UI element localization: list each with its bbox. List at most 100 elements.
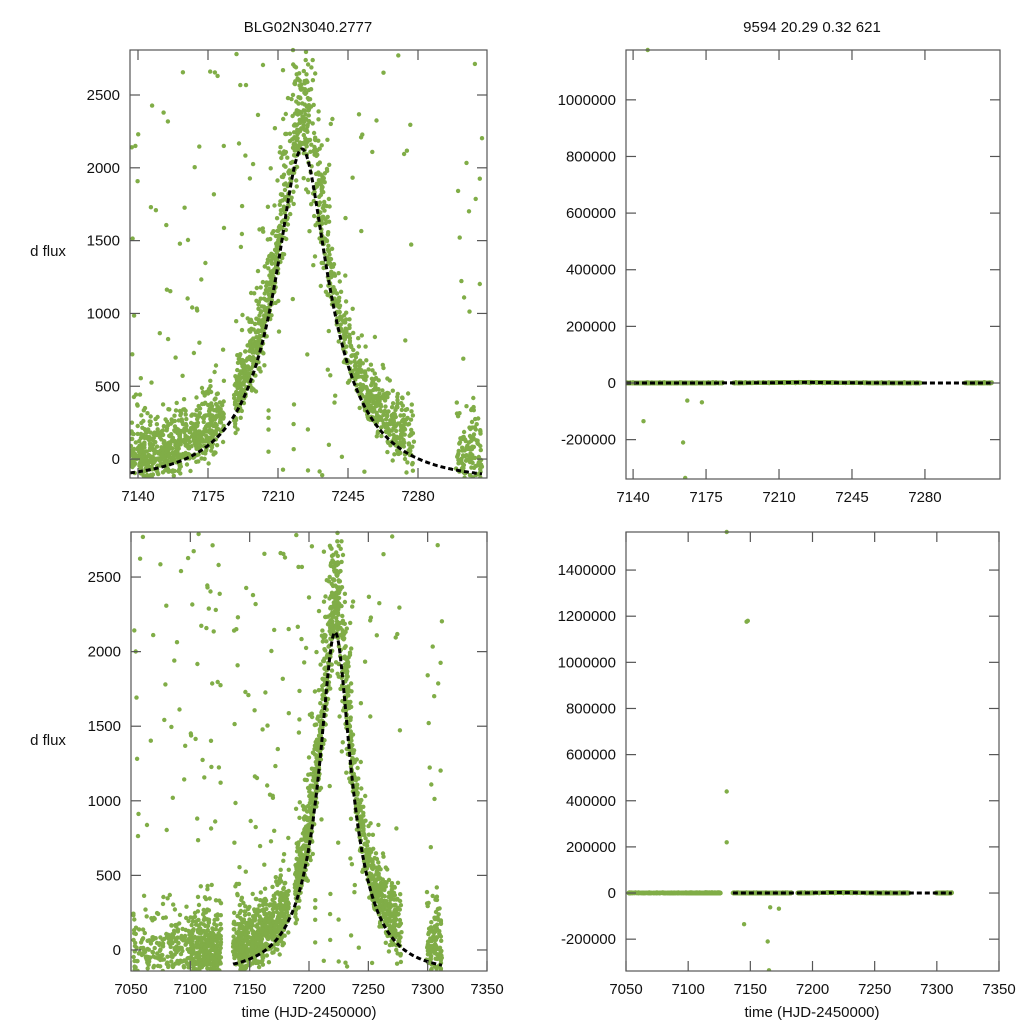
data-point — [464, 453, 469, 458]
data-point — [338, 314, 343, 319]
data-point — [342, 337, 347, 342]
data-point — [180, 948, 185, 954]
data-point — [312, 213, 317, 219]
data-point — [213, 898, 219, 903]
data-point — [370, 409, 376, 414]
data-point — [181, 965, 187, 970]
data-point — [167, 892, 172, 898]
data-point — [475, 438, 480, 443]
data-point — [280, 68, 286, 73]
data-point — [205, 966, 210, 971]
data-point — [267, 286, 272, 291]
y-tick-label: 1500 — [87, 233, 120, 250]
data-point — [265, 783, 270, 788]
data-point — [355, 351, 360, 356]
data-point — [133, 440, 138, 445]
data-point — [196, 403, 201, 409]
data-point — [178, 471, 183, 476]
data-point — [153, 439, 158, 445]
data-point — [184, 904, 189, 909]
data-point — [182, 958, 187, 963]
data-point — [395, 405, 400, 410]
data-point — [344, 310, 349, 315]
data-point — [303, 112, 308, 117]
data-point — [188, 915, 193, 920]
data-point — [385, 409, 390, 415]
data-point — [276, 298, 281, 304]
data-point — [321, 265, 326, 271]
data-point — [214, 408, 219, 413]
data-point — [130, 448, 134, 453]
data-point — [140, 534, 146, 540]
data-point — [202, 945, 207, 950]
data-point — [307, 229, 312, 234]
data-point — [302, 102, 307, 107]
x-tick-label: 7280 — [908, 489, 941, 506]
data-point — [190, 425, 196, 430]
data-point — [327, 204, 332, 209]
data-point — [410, 444, 415, 449]
data-point — [161, 424, 167, 429]
data-point — [148, 414, 153, 419]
data-point — [136, 132, 141, 137]
data-point — [329, 246, 335, 251]
data-point — [166, 964, 171, 970]
data-point — [330, 264, 336, 269]
data-point — [456, 461, 461, 466]
data-point — [205, 435, 210, 441]
data-point — [284, 236, 289, 242]
data-point — [138, 376, 143, 381]
data-point — [292, 111, 298, 116]
data-point — [183, 408, 188, 413]
data-point — [256, 360, 261, 365]
data-point — [250, 350, 255, 355]
data-point — [213, 415, 219, 420]
data-point — [410, 460, 415, 466]
data-point — [320, 214, 325, 220]
x-tick-label: 7245 — [331, 488, 364, 505]
data-point — [311, 263, 316, 268]
model-fit-curve — [626, 380, 991, 385]
data-point — [269, 276, 275, 282]
data-point — [399, 443, 404, 448]
data-point — [326, 243, 331, 248]
data-point — [169, 923, 174, 928]
data-point — [343, 273, 348, 278]
data-point — [377, 391, 382, 396]
data-point — [132, 917, 137, 922]
data-point — [306, 87, 312, 93]
data-point — [372, 401, 377, 406]
data-point — [213, 401, 219, 407]
data-point — [347, 317, 352, 322]
data-point — [147, 419, 152, 424]
data-point — [410, 468, 416, 473]
data-point — [148, 205, 154, 210]
data-point — [156, 430, 161, 435]
data-point — [209, 429, 214, 434]
data-point — [265, 260, 270, 266]
data-point — [408, 417, 414, 422]
data-point — [244, 585, 249, 591]
data-point — [347, 338, 353, 343]
data-point — [248, 290, 254, 296]
data-point — [274, 243, 279, 249]
data-point — [291, 201, 296, 207]
data-point — [466, 209, 472, 214]
data-point — [171, 902, 176, 907]
data-point — [295, 143, 300, 148]
data-point — [275, 178, 280, 183]
data-point — [218, 780, 223, 785]
data-point — [165, 336, 171, 342]
data-point — [457, 440, 463, 445]
data-point — [260, 226, 265, 231]
data-point — [195, 816, 200, 821]
data-point — [213, 946, 218, 951]
data-point — [328, 373, 333, 378]
data-point — [155, 951, 160, 956]
data-point — [171, 473, 176, 478]
data-point — [368, 362, 374, 367]
data-point — [208, 69, 213, 74]
data-point — [165, 458, 170, 464]
data-point — [160, 941, 166, 946]
